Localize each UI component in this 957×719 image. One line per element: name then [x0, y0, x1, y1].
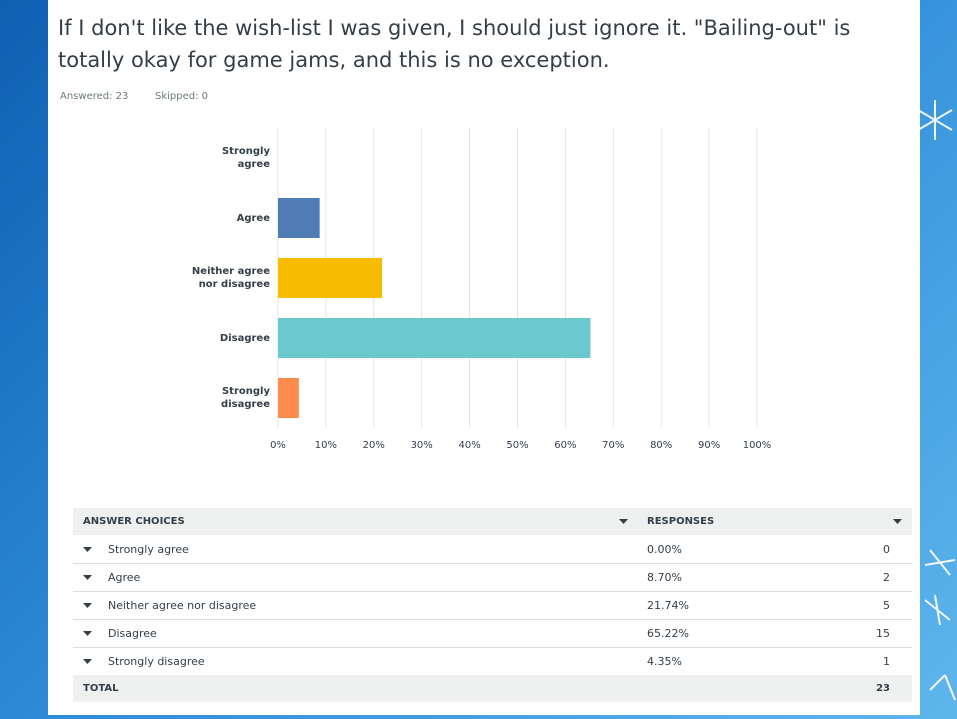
- sort-toggle[interactable]: [893, 519, 902, 525]
- table-total: TOTAL 23: [73, 675, 912, 702]
- y-tick-label: Strongly disagree: [221, 386, 270, 410]
- table-row: Agree 8.70% 2: [73, 563, 912, 592]
- x-tick-label: 100%: [742, 440, 772, 451]
- y-tick-label: Neither agree nor disagree: [191, 266, 270, 290]
- response-percent: 21.74%: [647, 599, 689, 612]
- x-tick-label: 30%: [410, 440, 433, 451]
- row-toggle[interactable]: [83, 547, 92, 553]
- sort-toggle[interactable]: [619, 519, 628, 525]
- total-label: TOTAL: [83, 683, 119, 694]
- y-tick-label: Disagree: [219, 332, 270, 344]
- x-tick-label: 90%: [697, 440, 721, 451]
- answer-choice: Neither agree nor disagree: [108, 599, 257, 612]
- x-tick-label: 20%: [362, 440, 385, 451]
- table-row: Disagree 65.22% 15: [73, 619, 912, 648]
- x-tick-label: 80%: [650, 440, 673, 451]
- bar: [278, 378, 299, 418]
- row-toggle[interactable]: [83, 631, 92, 637]
- response-percent: 8.70%: [647, 571, 682, 584]
- table-row: Strongly agree 0.00% 0: [73, 535, 912, 564]
- skipped-count: Skipped: 0: [155, 91, 209, 102]
- answer-choice: Strongly agree: [108, 543, 189, 556]
- response-count: 2: [883, 571, 890, 584]
- y-tick-label: Strongly agree: [221, 146, 270, 170]
- header-responses: RESPONSES: [647, 516, 715, 527]
- x-tick-label: 50%: [506, 440, 529, 451]
- response-percent: 4.35%: [647, 655, 682, 668]
- bar: [278, 198, 320, 238]
- response-count: 1: [883, 655, 890, 668]
- total-value: 23: [876, 683, 890, 694]
- header-answer-choices: ANSWER CHOICES: [83, 516, 185, 527]
- x-tick-label: 10%: [314, 440, 338, 451]
- table-header: ANSWER CHOICES RESPONSES: [73, 508, 912, 535]
- answer-choice: Strongly disagree: [108, 655, 205, 668]
- table-row: Neither agree nor disagree 21.74% 5: [73, 591, 912, 620]
- x-tick-label: 60%: [554, 440, 577, 451]
- x-tick-label: 0%: [270, 440, 286, 451]
- answer-choice: Disagree: [108, 627, 157, 640]
- bar: [278, 258, 383, 298]
- response-count: 0: [883, 543, 890, 556]
- response-percent: 65.22%: [647, 627, 689, 640]
- answer-choice: Agree: [108, 571, 141, 584]
- response-percent: 0.00%: [647, 543, 682, 556]
- table-row: Strongly disagree 4.35% 1: [73, 647, 912, 676]
- row-toggle[interactable]: [83, 603, 92, 609]
- answered-count: Answered: 23: [60, 91, 129, 102]
- y-tick-label: Agree: [236, 212, 270, 224]
- bar: [278, 318, 591, 358]
- response-count: 15: [876, 627, 890, 640]
- row-toggle[interactable]: [83, 659, 92, 665]
- response-count: 5: [883, 599, 890, 612]
- question-title: If I don't like the wish-list I was give…: [58, 16, 851, 72]
- x-tick-label: 70%: [602, 440, 625, 451]
- x-tick-label: 40%: [458, 440, 481, 451]
- row-toggle[interactable]: [83, 575, 92, 581]
